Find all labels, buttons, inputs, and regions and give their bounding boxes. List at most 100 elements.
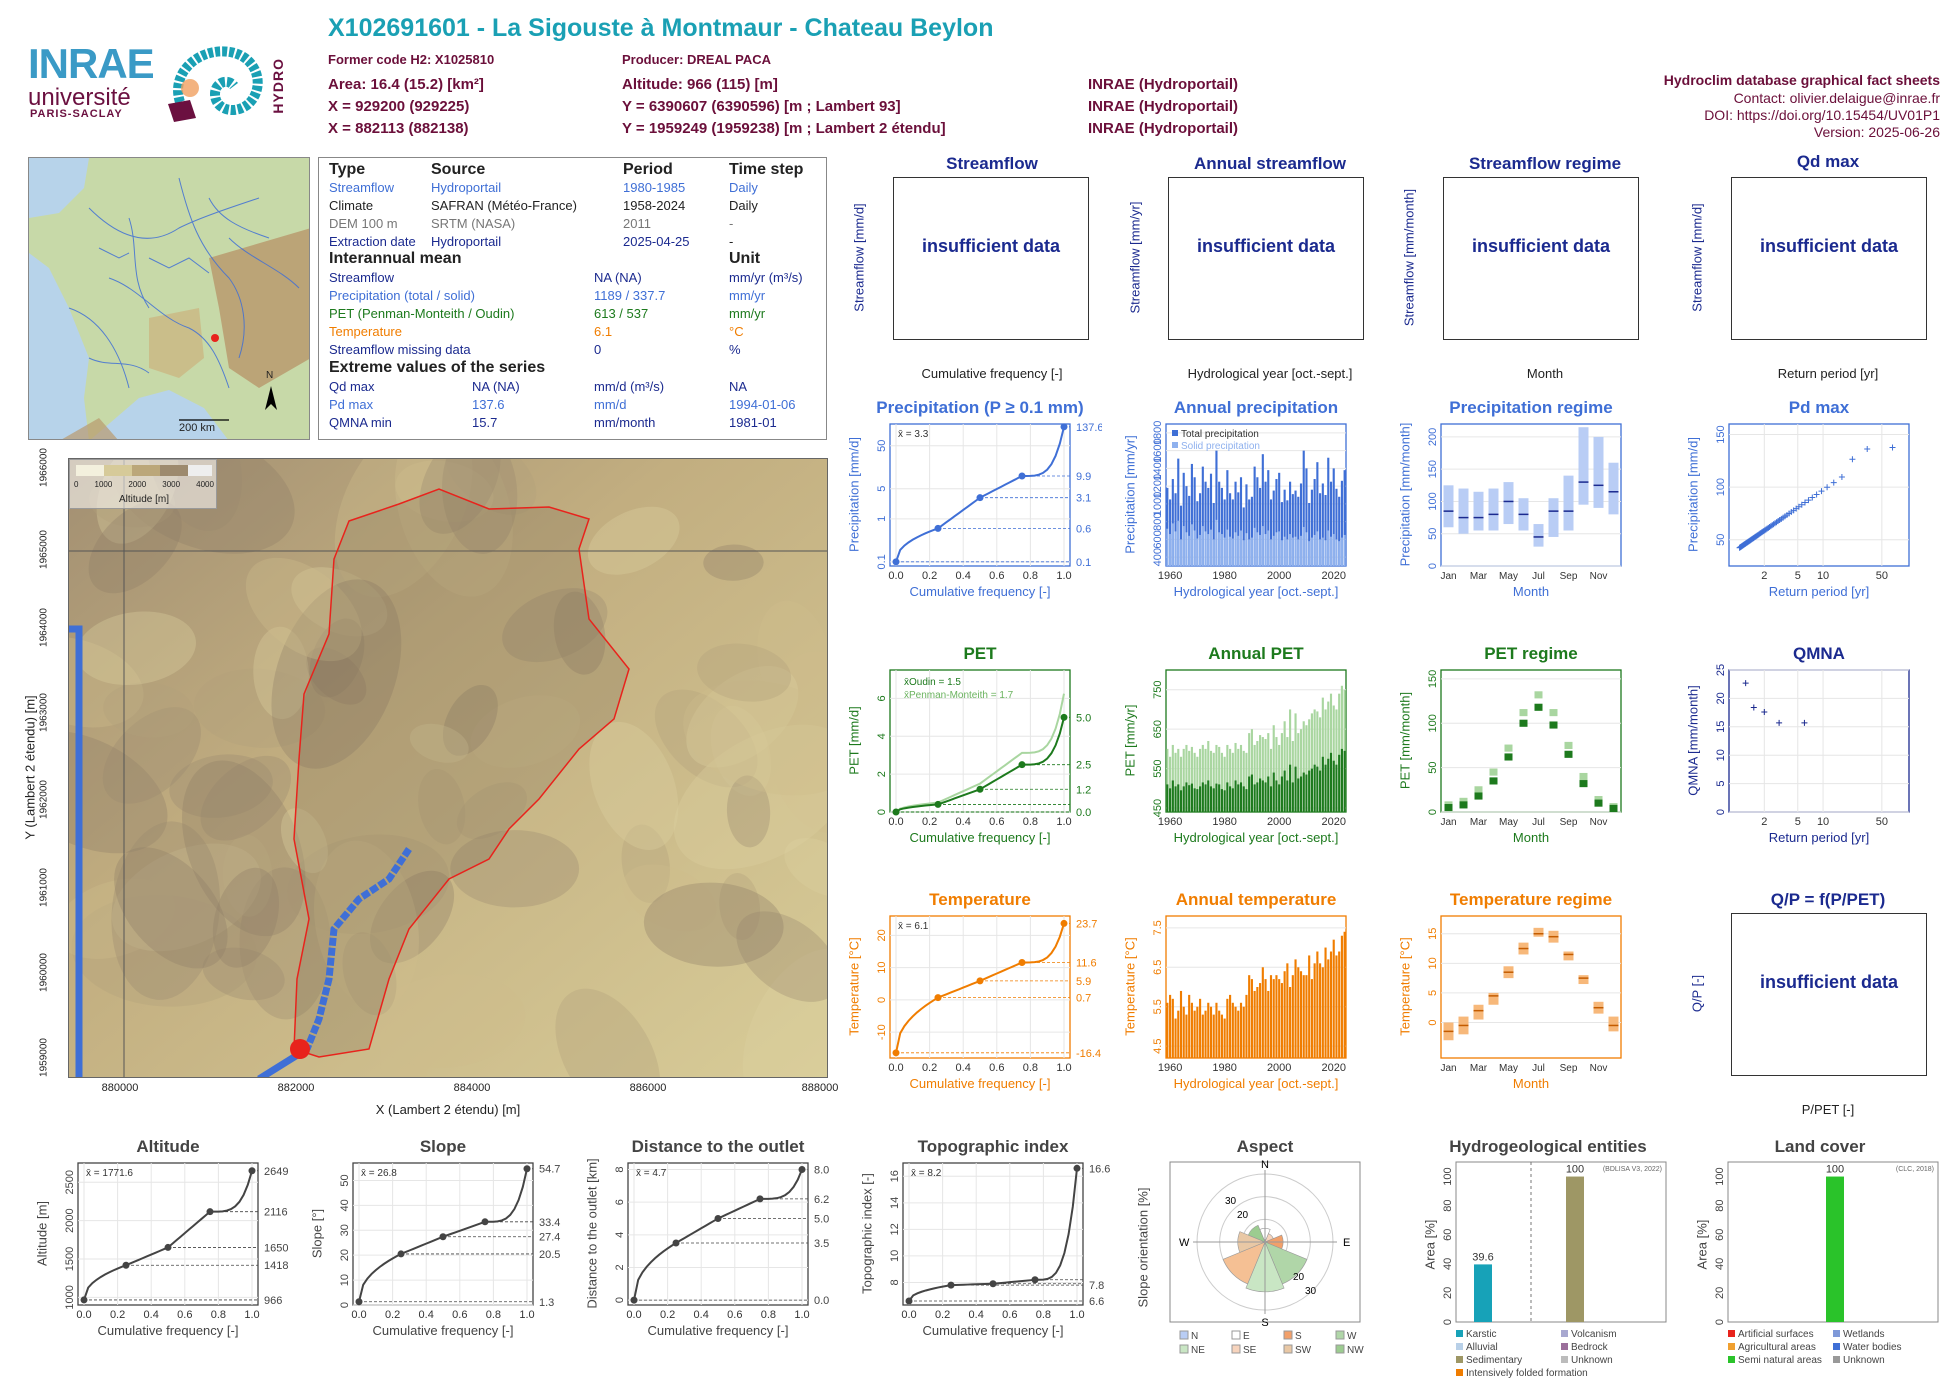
bar — [1275, 975, 1278, 1058]
bar-oudin — [1223, 790, 1226, 812]
terrain-patch — [111, 821, 220, 1000]
bar-oudin — [1302, 772, 1305, 812]
bar — [1250, 979, 1253, 1058]
terrain-patch — [370, 974, 526, 1068]
bar-pm — [1338, 693, 1341, 812]
bar-total — [1171, 479, 1174, 566]
legend-swatch — [1172, 442, 1178, 448]
bar-total — [1182, 472, 1185, 566]
bar-pm — [1253, 744, 1256, 812]
extreme-date: NA — [729, 379, 748, 394]
data-point — [355, 1298, 363, 1306]
bar — [1269, 975, 1273, 1058]
panel-title: PET regime — [1484, 644, 1578, 663]
bar — [1324, 947, 1327, 1058]
terrain-patch — [654, 689, 758, 788]
tick-label: 0.0 — [626, 1309, 641, 1321]
tick-label: 0.8 — [211, 1309, 226, 1321]
bar-solid — [1212, 539, 1215, 566]
tick-label: 0.2 — [935, 1309, 950, 1321]
x-label: Return period [yr] — [1768, 584, 1870, 599]
info-period: 1980-1985 — [623, 180, 686, 195]
tick-label: 1800 — [1152, 421, 1164, 445]
x-lambert2: X = 882113 (882138) — [328, 120, 469, 137]
data-point — [1031, 1276, 1039, 1284]
bar-solid — [1196, 538, 1199, 566]
bar-oudin — [1182, 786, 1185, 812]
bar-total — [1299, 483, 1303, 566]
bar-total — [1250, 496, 1253, 566]
info-step: Daily — [729, 180, 758, 195]
bar-pm — [1291, 741, 1294, 812]
bar-oudin — [1245, 789, 1248, 812]
area: Area: 16.4 (15.2) [km²] — [328, 76, 484, 93]
tick-label: May — [1499, 571, 1518, 582]
extreme-value: 15.7 — [472, 415, 498, 430]
tick-label: 400 — [1152, 548, 1164, 566]
tick-label: 0 — [1714, 1319, 1726, 1325]
source-1: INRAE (Hydroportail) — [1088, 76, 1238, 93]
legend-label: Sedimentary — [1466, 1355, 1522, 1366]
box-oudin — [1504, 753, 1513, 761]
tick-label: 0.6 — [989, 1062, 1004, 1074]
terrain-patch — [313, 840, 419, 1009]
distance-panel: 0.0 0.2 0.4 0.6 0.8 1.0 0 2 4 6 8 8.0 6.2 5.0 3.5 0.0 x̄… — [580, 1137, 840, 1338]
bar-pm — [1166, 748, 1169, 812]
data-point — [892, 1049, 900, 1057]
box — [1608, 462, 1619, 515]
bar-total — [1209, 473, 1213, 566]
terrain-patch — [76, 611, 196, 686]
source-2: INRAE (Hydroportail) — [1088, 98, 1238, 115]
box-pm — [1489, 768, 1498, 776]
bar-pm — [1231, 752, 1234, 812]
mean-unit: °C — [729, 324, 744, 339]
tick-label: 0.8 — [1023, 1062, 1038, 1074]
bar — [1245, 994, 1248, 1058]
bar-solid — [1291, 537, 1294, 566]
terrain-patch — [253, 626, 309, 720]
data-label: 11.6 — [1076, 957, 1097, 969]
bar — [1220, 1014, 1223, 1058]
bar — [1174, 1018, 1177, 1058]
bar-oudin — [1199, 786, 1202, 812]
bar — [1223, 1018, 1226, 1058]
extreme-unit: mm/month — [594, 415, 656, 430]
bar-oudin — [1220, 789, 1223, 812]
contact: Contact: olivier.delaigue@inrae.fr — [1733, 90, 1940, 106]
panel-title: Annual precipitation — [1173, 398, 1339, 417]
bar-oudin — [1242, 786, 1245, 812]
universite-logo: université — [28, 84, 131, 111]
tick-label: 40 — [339, 1199, 351, 1211]
bar-total — [1177, 458, 1180, 566]
legend-label: S — [1295, 1331, 1302, 1342]
bar-solid — [1231, 538, 1234, 566]
dem-y-label: Y (Lambert 2 étendu) [m] — [22, 695, 38, 840]
y-label: Precipitation [mm/d] — [1685, 437, 1701, 552]
tick-label: 15 — [1427, 928, 1439, 940]
tick-label: Jan — [1440, 571, 1456, 582]
bar-oudin — [1237, 784, 1240, 812]
bar — [1196, 1006, 1199, 1058]
tick-label: 16 — [889, 1170, 901, 1182]
tick-label: 2500 — [64, 1170, 76, 1194]
bar-pm — [1250, 729, 1253, 812]
data-point — [206, 1208, 214, 1216]
data-label: 2649 — [264, 1166, 288, 1178]
data-label: 5.0 — [814, 1213, 829, 1225]
data-point — [1742, 680, 1749, 687]
tick-label: 40 — [1714, 1258, 1726, 1270]
mean-value: NA (NA) — [594, 270, 642, 285]
data-point — [976, 785, 984, 793]
bar-total — [1207, 487, 1210, 566]
tick-label: 1.0 — [519, 1309, 534, 1321]
bar-solid — [1335, 539, 1338, 566]
tick-label: 80 — [1442, 1200, 1454, 1212]
bar — [1338, 951, 1341, 1058]
y-label: Slope orientation [%] — [1135, 1187, 1151, 1308]
bar-oudin — [1310, 768, 1313, 812]
bar-pm — [1280, 733, 1283, 812]
data-point — [905, 1297, 913, 1305]
bar-solid — [1182, 526, 1185, 566]
info-source: SRTM (NASA) — [431, 216, 516, 231]
bar-total — [1248, 499, 1251, 566]
